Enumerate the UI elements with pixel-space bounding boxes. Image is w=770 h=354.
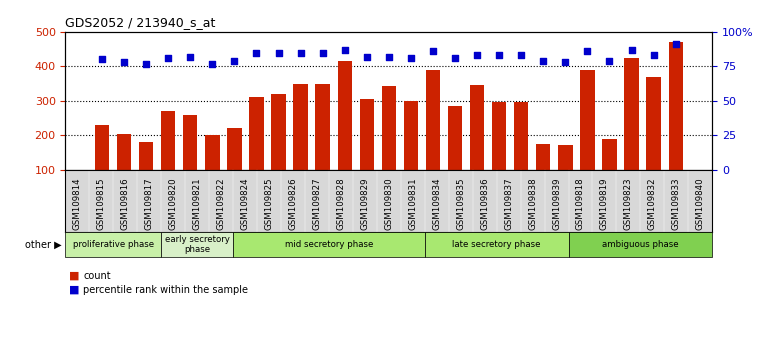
Text: GSM109819: GSM109819 [600,178,609,230]
Bar [205,135,219,170]
Text: percentile rank within the sample: percentile rank within the sample [83,285,248,295]
Bar [382,86,396,170]
Text: GSM109830: GSM109830 [384,177,393,230]
Text: early secretory
phase: early secretory phase [165,235,229,254]
Text: GSM109840: GSM109840 [696,177,705,230]
Text: GSM109820: GSM109820 [169,177,178,230]
Point [228,58,240,64]
Bar [403,101,418,170]
Text: other ▶: other ▶ [25,240,62,250]
Point [537,58,550,64]
Bar [117,134,131,170]
Bar [514,102,528,170]
Bar [95,125,109,170]
Point [493,52,505,58]
Point [625,47,638,53]
Text: GSM109817: GSM109817 [145,177,154,230]
Bar [183,115,197,170]
Text: count: count [83,271,111,281]
Text: GSM109836: GSM109836 [480,177,489,230]
Text: GSM109827: GSM109827 [313,177,322,230]
Text: GSM109833: GSM109833 [671,177,681,230]
Point [95,57,108,62]
Text: ambiguous phase: ambiguous phase [602,240,678,249]
Point [559,59,571,65]
Bar [470,85,484,170]
Point [206,61,219,67]
Text: GSM109834: GSM109834 [432,177,441,230]
Text: GSM109816: GSM109816 [121,177,130,230]
Text: GSM109821: GSM109821 [192,177,202,230]
Point [648,52,660,58]
Point [515,52,527,58]
Bar [337,61,352,170]
Text: ■: ■ [69,271,80,281]
Text: GSM109831: GSM109831 [408,177,417,230]
Text: GSM109838: GSM109838 [528,177,537,230]
Bar [602,139,617,170]
Text: GSM109826: GSM109826 [289,177,297,230]
Text: GSM109825: GSM109825 [265,177,273,230]
Text: GSM109832: GSM109832 [648,177,657,230]
Bar [624,58,639,170]
Bar [249,97,263,170]
Point [140,61,152,67]
Point [449,55,461,61]
Bar [293,84,308,170]
Point [427,48,439,54]
Text: GSM109828: GSM109828 [336,177,346,230]
Bar [139,142,153,170]
Text: late secretory phase: late secretory phase [453,240,541,249]
Text: GSM109829: GSM109829 [360,178,370,230]
Point [604,58,616,64]
Bar [647,77,661,170]
Point [405,55,417,61]
Text: mid secretory phase: mid secretory phase [285,240,373,249]
Text: GDS2052 / 213940_s_at: GDS2052 / 213940_s_at [65,16,216,29]
Bar [536,144,551,170]
Text: ■: ■ [69,285,80,295]
Point [471,52,484,58]
Bar [271,94,286,170]
Bar [492,102,507,170]
Point [360,54,373,59]
Text: GSM109818: GSM109818 [576,177,585,230]
Point [273,50,285,56]
Bar [581,70,594,170]
Point [162,55,174,61]
Bar [161,111,176,170]
Text: proliferative phase: proliferative phase [73,240,154,249]
Point [118,59,130,65]
Text: GSM109815: GSM109815 [97,177,106,230]
Point [581,48,594,54]
Text: GSM109823: GSM109823 [624,177,633,230]
Bar [668,42,683,170]
Point [339,47,351,53]
Bar [316,84,330,170]
Bar [448,106,462,170]
Bar [558,145,573,170]
Point [294,50,306,56]
Bar [426,70,440,170]
Point [316,50,329,56]
Text: GSM109822: GSM109822 [216,177,226,230]
Bar [227,128,242,170]
Point [383,54,395,59]
Point [250,50,263,56]
Text: GSM109824: GSM109824 [240,177,249,230]
Point [184,54,196,59]
Text: GSM109835: GSM109835 [456,177,465,230]
Text: GSM109837: GSM109837 [504,177,513,230]
Text: GSM109814: GSM109814 [73,177,82,230]
Point [670,41,682,47]
Bar [360,99,374,170]
Text: GSM109839: GSM109839 [552,178,561,230]
